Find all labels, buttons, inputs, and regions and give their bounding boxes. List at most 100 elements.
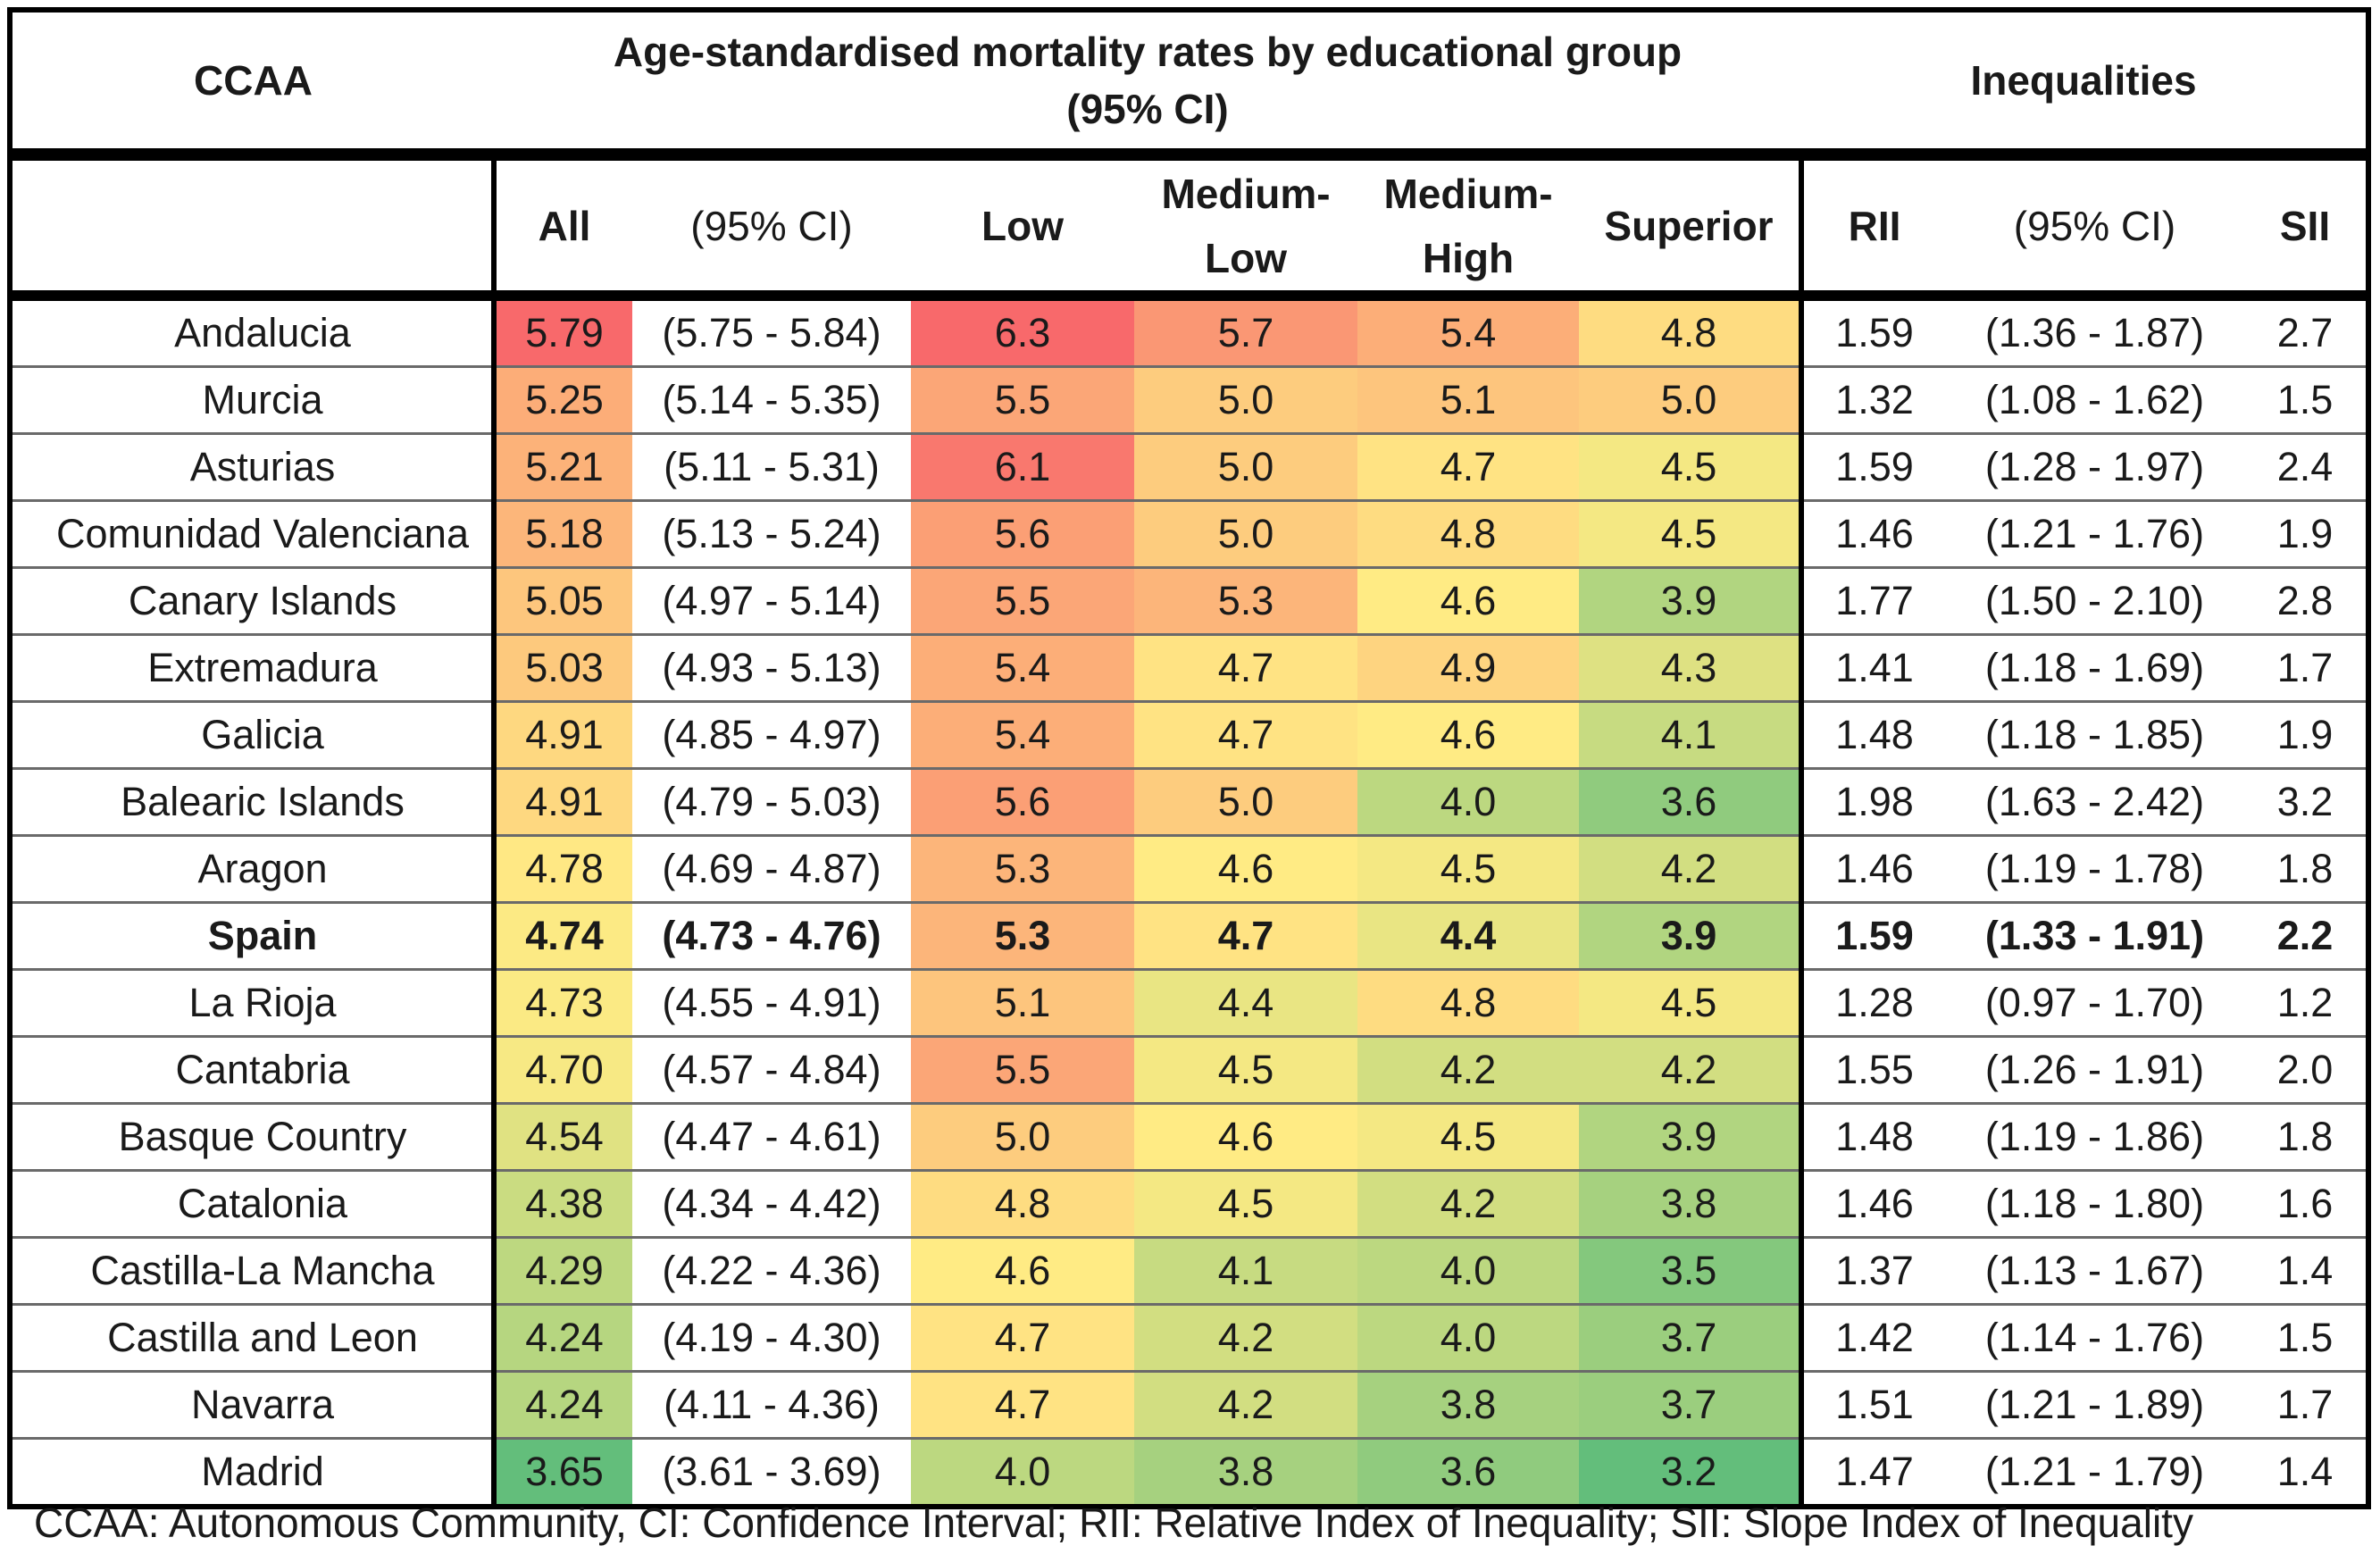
rates-title-line2: (95% CI) <box>1066 86 1229 132</box>
medium-low-rate: 3.8 <box>1134 1438 1357 1507</box>
low-rate: 6.1 <box>911 433 1134 502</box>
region-name: Castilla and Leon <box>10 1304 494 1373</box>
sii-value: 1.4 <box>2244 1237 2368 1306</box>
col-ci: (95% CI) <box>632 155 911 301</box>
rates-title-line1: Age-standardised mortality rates by educ… <box>613 29 1683 75</box>
col-medium-high-line2: High <box>1422 234 1515 281</box>
superior-rate: 3.6 <box>1579 768 1801 837</box>
all-rate: 4.24 <box>491 1304 632 1373</box>
rii-ci: (1.18 - 1.69) <box>1945 634 2244 703</box>
all-ci: (4.97 - 5.14) <box>632 567 911 636</box>
low-rate: 5.4 <box>911 634 1134 703</box>
medium-low-rate: 4.2 <box>1134 1371 1357 1440</box>
medium-low-rate: 4.1 <box>1134 1237 1357 1306</box>
rii-value: 1.32 <box>1799 366 1945 435</box>
col-medium-low: Medium- Low <box>1134 155 1357 301</box>
rii-ci: (1.13 - 1.67) <box>1945 1237 2244 1306</box>
medium-low-rate: 5.0 <box>1134 768 1357 837</box>
low-rate: 5.3 <box>911 835 1134 904</box>
rii-value: 1.46 <box>1799 835 1945 904</box>
rii-value: 1.59 <box>1799 296 1945 368</box>
medium-high-rate: 5.1 <box>1357 366 1579 435</box>
low-rate: 5.5 <box>911 1036 1134 1105</box>
superior-rate: 4.8 <box>1579 296 1801 368</box>
table-row: Asturias 5.21 (5.11 - 5.31) 6.1 5.0 4.7 4.5 1.5… <box>10 433 2368 502</box>
rii-value: 1.46 <box>1799 1170 1945 1239</box>
superior-rate: 4.5 <box>1579 433 1801 502</box>
rii-ci: (0.97 - 1.70) <box>1945 969 2244 1038</box>
table-row: Basque Country 4.54 (4.47 - 4.61) 5.0 4.6 4.5… <box>10 1103 2368 1172</box>
low-rate: 5.5 <box>911 366 1134 435</box>
medium-low-rate: 4.5 <box>1134 1170 1357 1239</box>
all-ci: (4.19 - 4.30) <box>632 1304 911 1373</box>
table-row: Navarra 4.24 (4.11 - 4.36) 4.7 4.2 3.8 3.7 1.51… <box>10 1371 2368 1440</box>
rii-ci: (1.36 - 1.87) <box>1945 296 2244 368</box>
superior-rate: 3.8 <box>1579 1170 1801 1239</box>
low-rate: 4.7 <box>911 1304 1134 1373</box>
sii-value: 1.7 <box>2244 1371 2368 1440</box>
region-name: Castilla-La Mancha <box>10 1237 494 1306</box>
medium-high-rate: 4.8 <box>1357 969 1579 1038</box>
sii-value: 2.2 <box>2244 902 2368 971</box>
col-medium-high-line1: Medium- <box>1383 170 1553 217</box>
table-row: Canary Islands 5.05 (4.97 - 5.14) 5.5 5.3 4.6… <box>10 567 2368 636</box>
all-rate: 4.78 <box>491 835 632 904</box>
col-medium-low-line1: Medium- <box>1161 170 1331 217</box>
medium-low-rate: 5.0 <box>1134 366 1357 435</box>
medium-high-rate: 4.4 <box>1357 902 1579 971</box>
region-name: Cantabria <box>10 1036 494 1105</box>
table-row: Castilla-La Mancha 4.29 (4.22 - 4.36) 4.6 4.… <box>10 1237 2368 1306</box>
medium-high-rate: 3.8 <box>1357 1371 1579 1440</box>
rii-ci: (1.14 - 1.76) <box>1945 1304 2244 1373</box>
medium-high-rate: 4.5 <box>1357 1103 1579 1172</box>
rii-ci: (1.08 - 1.62) <box>1945 366 2244 435</box>
rii-ci: (1.18 - 1.80) <box>1945 1170 2244 1239</box>
all-rate: 5.03 <box>491 634 632 703</box>
table-row: Catalonia 4.38 (4.34 - 4.42) 4.8 4.5 4.2 3.8 1.… <box>10 1170 2368 1239</box>
region-name: Balearic Islands <box>10 768 494 837</box>
superior-rate: 3.2 <box>1579 1438 1801 1507</box>
table-row: Extremadura 5.03 (4.93 - 5.13) 5.4 4.7 4.9 4.3… <box>10 634 2368 703</box>
rii-value: 1.42 <box>1799 1304 1945 1373</box>
rii-ci: (1.19 - 1.78) <box>1945 835 2244 904</box>
medium-low-rate: 5.0 <box>1134 433 1357 502</box>
low-rate: 4.7 <box>911 1371 1134 1440</box>
all-ci: (4.57 - 4.84) <box>632 1036 911 1105</box>
superior-rate: 3.7 <box>1579 1304 1801 1373</box>
medium-low-rate: 4.2 <box>1134 1304 1357 1373</box>
medium-low-rate: 4.6 <box>1134 1103 1357 1172</box>
mortality-table: CCAA Age-standardised mortality rates by… <box>7 7 2371 1509</box>
sii-value: 1.2 <box>2244 969 2368 1038</box>
low-rate: 5.6 <box>911 500 1134 569</box>
region-name: Madrid <box>201 1449 324 1494</box>
rii-value: 1.98 <box>1799 768 1945 837</box>
sii-value: 2.7 <box>2244 296 2368 368</box>
all-rate: 4.24 <box>491 1371 632 1440</box>
region-name: Navarra <box>10 1371 494 1440</box>
superior-rate: 4.5 <box>1579 969 1801 1038</box>
col-rii: RII <box>1799 155 1945 301</box>
medium-low-rate: 5.0 <box>1134 500 1357 569</box>
sii-value: 1.4 <box>2276 1449 2334 1494</box>
medium-high-rate: 4.0 <box>1357 1237 1579 1306</box>
table-row: Andalucia 5.79 (5.75 - 5.84) 6.3 5.7 5.4 4.8 1.… <box>10 296 2368 368</box>
all-rate: 4.91 <box>491 701 632 770</box>
all-rate: 5.25 <box>491 366 632 435</box>
all-ci: (4.22 - 4.36) <box>632 1237 911 1306</box>
low-rate: 6.3 <box>911 296 1134 368</box>
medium-high-rate: 4.6 <box>1357 567 1579 636</box>
region-name: Galicia <box>10 701 494 770</box>
footnote: CCAA: Autonomous Community, CI: Confiden… <box>34 1500 2193 1546</box>
rii-ci: (1.26 - 1.91) <box>1945 1036 2244 1105</box>
rii-ci: (1.19 - 1.86) <box>1945 1103 2244 1172</box>
all-rate: 4.91 <box>491 768 632 837</box>
medium-low-rate: 5.3 <box>1134 567 1357 636</box>
all-ci: (5.14 - 5.35) <box>632 366 911 435</box>
table-row: Murcia 5.25 (5.14 - 5.35) 5.5 5.0 5.1 5.0 1.32(… <box>10 366 2368 435</box>
superior-rate: 3.7 <box>1579 1371 1801 1440</box>
sii-value: 2.0 <box>2244 1036 2368 1105</box>
low-rate: 5.0 <box>911 1103 1134 1172</box>
region-name: Aragon <box>10 835 494 904</box>
rates-group-header: Age-standardised mortality rates by educ… <box>494 10 1801 161</box>
inequalities-header: Inequalities <box>1801 10 2368 161</box>
